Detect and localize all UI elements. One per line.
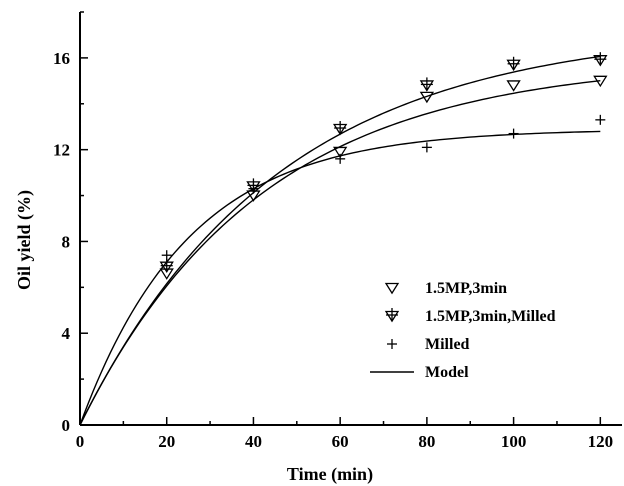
y-tick-label: 4 [62,324,71,343]
x-axis-label: Time (min) [287,464,373,485]
model-curves [79,55,601,426]
legend: 1.5MP,3min 1.5MP,3min,Milled Milled Model [370,280,556,381]
data-point-series-2 [421,142,432,153]
legend-label: Milled [425,336,470,353]
y-tick-label: 12 [53,141,70,160]
data-points [159,52,608,280]
data-point-series-1 [332,121,348,136]
data-point-series-0 [419,91,435,104]
x-tick-label: 40 [245,432,262,451]
data-point-series-2 [595,114,606,125]
legend-label: 1.5MP,3min [425,280,507,297]
data-point-series-0 [332,146,348,159]
y-tick-label: 8 [62,232,71,251]
legend-label-model: Model [425,364,469,381]
x-tick-label: 80 [418,432,435,451]
y-axis-ticks: 0 4 8 12 16 [53,11,88,435]
legend-label: 1.5MP,3min,Milled [425,308,556,325]
legend-marker-2 [387,339,397,349]
plot-area [79,12,622,426]
y-axis-label: Oil yield (%) [14,190,35,290]
data-point-series-1 [506,56,521,72]
data-point-series-1 [593,52,608,67]
data-point-series-0 [506,80,521,92]
data-point-series-2 [508,128,519,139]
data-point-series-2 [161,250,172,261]
data-point-series-1 [419,77,435,92]
legend-marker-1 [384,308,400,323]
legend-marker-0 [384,282,400,295]
y-tick-label: 0 [62,416,71,435]
model-curve-2 [79,130,601,426]
x-tick-label: 20 [158,432,175,451]
x-tick-label: 60 [332,432,349,451]
y-tick-label: 16 [53,49,70,68]
data-point-series-0 [593,75,608,88]
model-curve-0 [79,79,601,426]
x-tick-label: 120 [588,432,614,451]
data-point-series-1 [159,258,174,274]
x-axis-ticks: 0 20 40 60 80 100 120 [76,417,613,451]
x-tick-label: 0 [76,432,85,451]
data-point-series-2 [335,153,346,164]
model-curve-1 [79,55,601,426]
data-point-series-2 [248,183,259,194]
x-tick-label: 100 [501,432,527,451]
